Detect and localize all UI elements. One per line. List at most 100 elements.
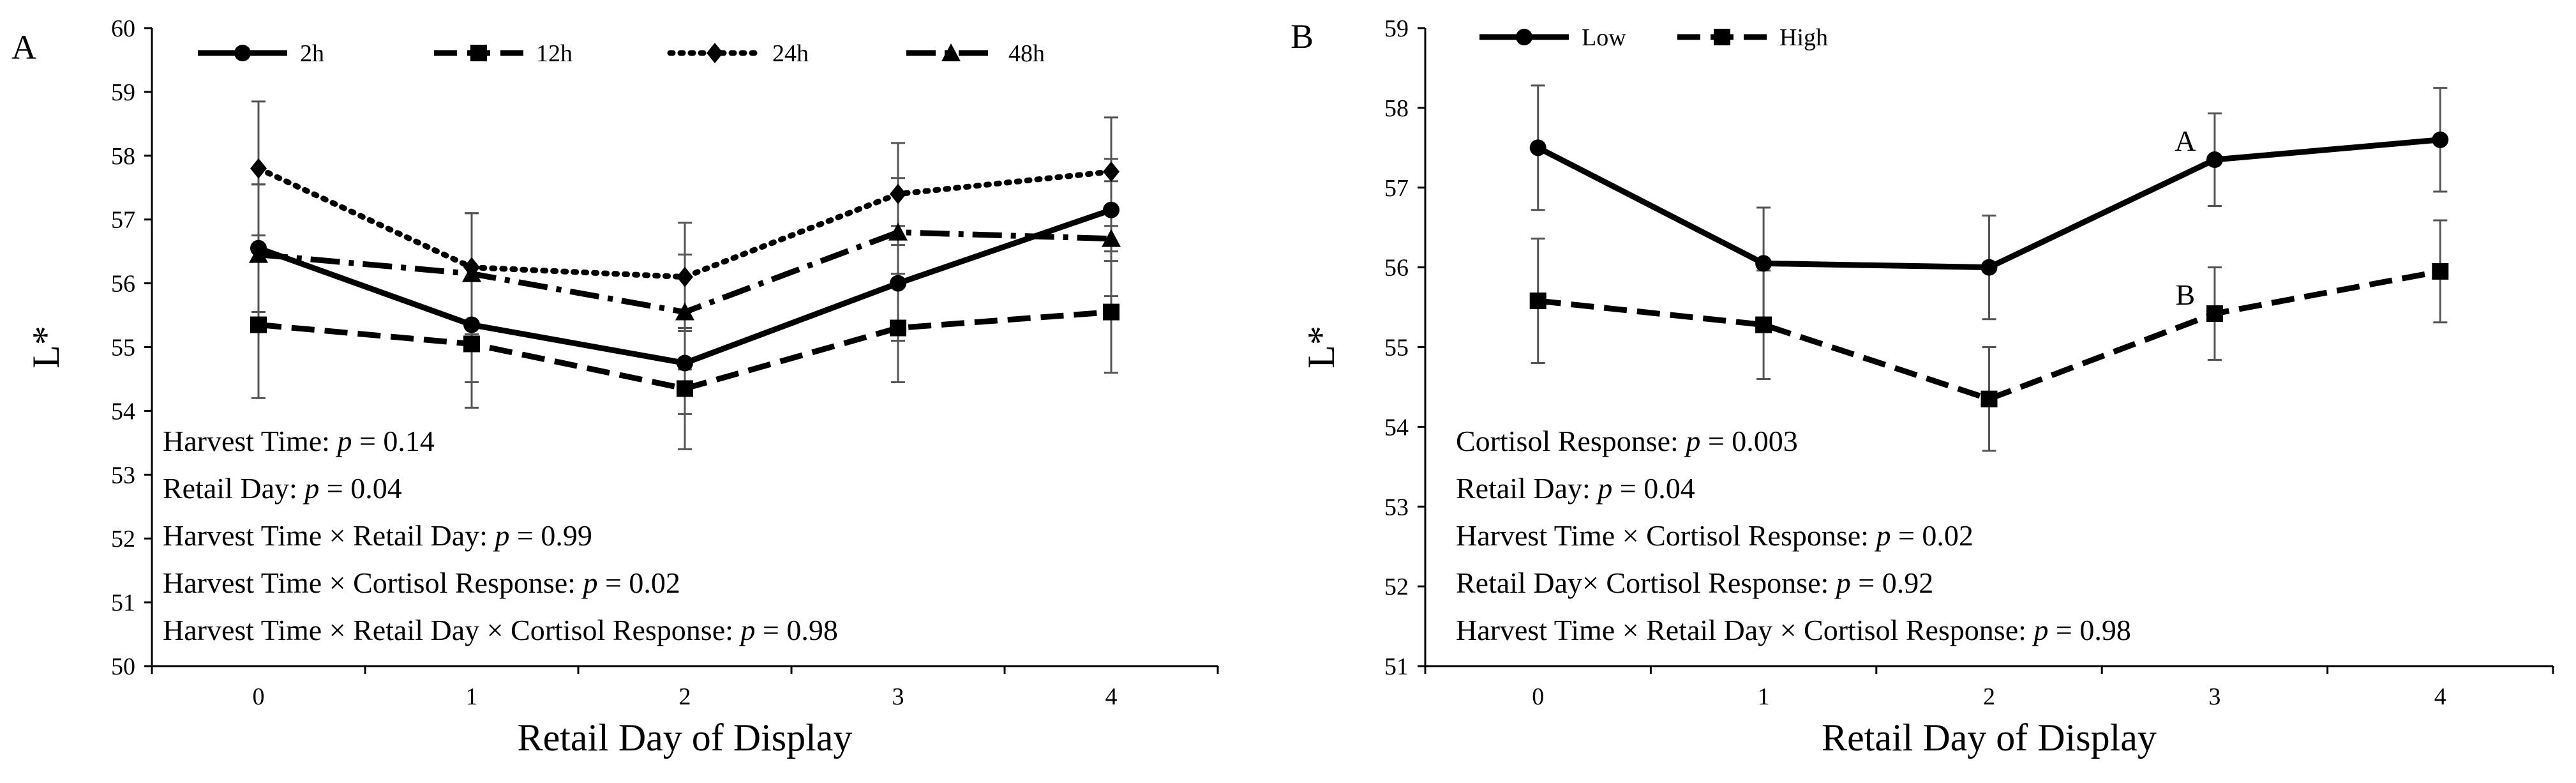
- x-tick-label: 0: [1532, 683, 1544, 710]
- data-point-12h: [677, 380, 693, 397]
- data-point-48h: [675, 302, 694, 321]
- legend-label: Low: [1582, 24, 1626, 51]
- stat-p-symbol: p: [738, 614, 755, 646]
- x-tick-label: 4: [1105, 683, 1118, 710]
- legend-marker: [941, 43, 961, 61]
- y-tick-label: 59: [1384, 15, 1409, 42]
- y-tick-label: 51: [111, 589, 135, 616]
- stat-annotation: Retail Day: p = 0.04: [163, 472, 402, 505]
- data-point-low: [1755, 255, 1772, 272]
- x-axis-title: Retail Day of Display: [518, 717, 853, 759]
- x-tick-label: 3: [2208, 683, 2220, 710]
- x-tick-label: 1: [1758, 683, 1770, 710]
- stat-p-symbol: p: [493, 519, 509, 552]
- data-point-24h: [890, 183, 906, 204]
- legend-label: 24h: [772, 40, 809, 67]
- stat-annotation: Harvest Time × Cortisol Response: p = 0.…: [1456, 519, 1973, 552]
- data-point-low: [1529, 139, 1546, 156]
- point-label: A: [2175, 125, 2196, 157]
- data-point-24h: [1103, 161, 1120, 182]
- legend-label: 12h: [536, 40, 573, 67]
- stat-p-symbol: p: [1684, 425, 1700, 457]
- stat-annotation: Harvest Time × Retail Day: p = 0.99: [163, 519, 592, 552]
- legend-label: 48h: [1008, 40, 1045, 67]
- data-point-48h: [888, 222, 908, 241]
- stat-label: Retail Day× Cortisol Response:: [1456, 566, 1836, 599]
- stat-value: = 0.99: [509, 519, 592, 552]
- y-tick-label: 57: [1384, 175, 1409, 202]
- y-tick-label: 52: [111, 526, 135, 552]
- y-tick-label: 53: [111, 462, 135, 489]
- y-tick-label: 56: [1384, 255, 1409, 282]
- stat-p-symbol: p: [1874, 519, 1891, 552]
- y-tick-label: 55: [111, 335, 135, 361]
- stat-annotation: Cortisol Response: p = 0.003: [1456, 425, 1798, 457]
- stat-annotation: Harvest Time × Cortisol Response: p = 0.…: [163, 566, 680, 599]
- x-tick-label: 3: [892, 683, 904, 710]
- legend-marker: [470, 45, 487, 61]
- legend-marker: [234, 45, 251, 61]
- stat-value: = 0.04: [1612, 472, 1695, 505]
- x-tick-label: 4: [2434, 683, 2446, 710]
- stat-annotation: Harvest Time × Retail Day × Cortisol Res…: [163, 614, 838, 646]
- stat-p-symbol: p: [335, 425, 352, 457]
- x-tick-label: 0: [253, 683, 265, 710]
- y-tick-label: 58: [1384, 95, 1409, 122]
- y-tick-label: 57: [111, 207, 135, 234]
- stat-annotation: Harvest Time: p = 0.14: [163, 425, 435, 457]
- stat-p-symbol: p: [1596, 472, 1612, 505]
- data-point-low: [2206, 151, 2223, 169]
- data-point-high: [1755, 316, 1772, 333]
- x-tick-label: 2: [679, 683, 691, 710]
- data-point-12h: [463, 335, 480, 353]
- data-point-24h: [677, 266, 693, 287]
- x-tick-label: 2: [1983, 683, 1995, 710]
- data-point-2h: [677, 354, 693, 372]
- data-point-48h: [462, 264, 481, 282]
- y-tick-label: 56: [111, 271, 135, 298]
- stat-value: = 0.04: [319, 472, 401, 505]
- stat-label: Harvest Time × Cortisol Response:: [1456, 519, 1876, 552]
- stat-value: = 0.02: [597, 566, 680, 599]
- stat-value: = 0.14: [352, 425, 434, 457]
- data-point-12h: [250, 316, 267, 333]
- x-tick-label: 1: [466, 683, 478, 710]
- stat-label: Harvest Time × Retail Day:: [163, 519, 495, 552]
- data-point-12h: [890, 319, 906, 337]
- data-point-high: [1981, 390, 1998, 407]
- stat-annotation: Retail Day× Cortisol Response: p = 0.92: [1456, 566, 1933, 599]
- data-point-12h: [1103, 303, 1120, 321]
- data-point-24h: [250, 158, 267, 179]
- y-tick-label: 54: [111, 398, 135, 425]
- stat-value: = 0.003: [1700, 425, 1797, 457]
- panel-b: B 51 52 53 54 55 56 57 58 59 0 1 2 3 4 Retail Day of Di…: [1291, 15, 2554, 759]
- data-point-2h: [463, 316, 480, 333]
- y-tick-label: 58: [111, 143, 135, 170]
- x-axis-title: Retail Day of Display: [1822, 717, 2157, 759]
- data-point-high: [2206, 305, 2223, 323]
- y-tick-label: 55: [1384, 335, 1409, 361]
- data-point-low: [2432, 131, 2449, 148]
- stat-p-symbol: p: [581, 566, 597, 599]
- legend-marker: [1516, 29, 1532, 45]
- data-point-low: [1981, 259, 1998, 276]
- stat-label: Harvest Time × Retail Day × Cortisol Res…: [1456, 614, 2033, 646]
- y-tick-label: 51: [1384, 653, 1409, 680]
- y-tick-label: 59: [111, 79, 135, 106]
- stat-value: = 0.02: [1891, 519, 1973, 552]
- stat-label: Retail Day:: [1456, 472, 1598, 505]
- data-point-48h: [1102, 229, 1121, 247]
- series-line-high: [1538, 268, 2441, 402]
- stat-label: Retail Day:: [163, 472, 304, 505]
- legend-label: 2h: [300, 40, 324, 67]
- stat-label: Harvest Time:: [163, 425, 337, 457]
- stat-p-symbol: p: [303, 472, 319, 505]
- data-point-48h: [249, 245, 268, 263]
- data-point-high: [2432, 262, 2449, 280]
- stat-p-symbol: p: [2032, 614, 2048, 646]
- panel-letter: A: [11, 28, 36, 66]
- data-point-2h: [890, 275, 906, 292]
- data-point-2h: [1103, 201, 1120, 218]
- y-tick-label: 50: [111, 653, 135, 680]
